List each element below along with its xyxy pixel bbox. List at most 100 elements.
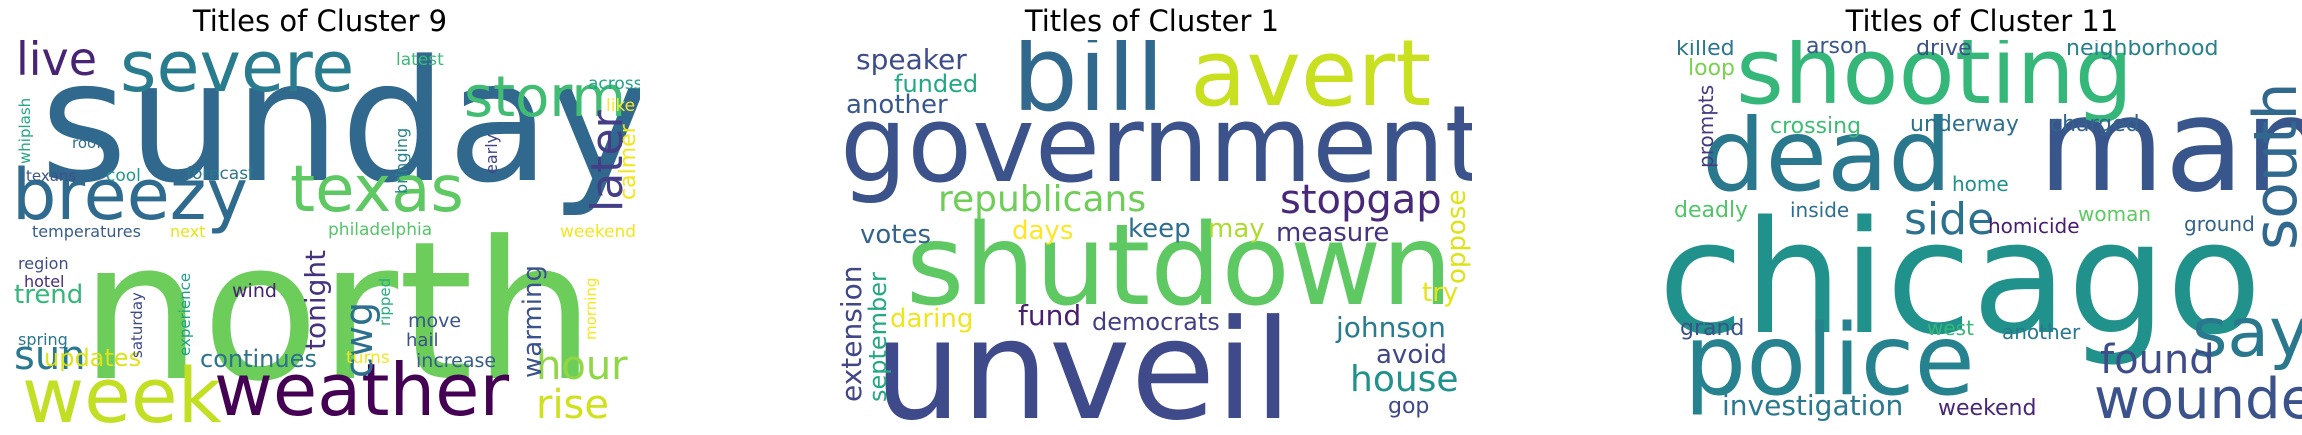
cloud-word: philadelphia [328, 220, 433, 240]
cloud-word: deadly [1674, 198, 1749, 223]
cloud-word: man [2038, 69, 2302, 221]
cloud-word: wind [232, 280, 277, 302]
cloud-word: region [18, 254, 69, 273]
cloud-word: votes [860, 220, 932, 250]
cloud-word: funded [894, 70, 979, 98]
cloud-word: killed [1676, 40, 1735, 61]
cloud-word: republicans [938, 179, 1147, 220]
cloud-word: another [2002, 320, 2081, 344]
cloud-word: texans [26, 167, 77, 185]
cloud-word: government [840, 83, 1472, 206]
cloud-word: ripped [376, 277, 394, 326]
cloud-word: bringing [392, 127, 411, 194]
panel-title: Titles of Cluster 11 [1845, 4, 2119, 38]
cloud-word: increase [416, 350, 497, 372]
cloud-word: home [1952, 172, 2009, 196]
cloud-word: warming [518, 265, 548, 378]
cloud-word: severe [120, 40, 355, 108]
cloud-word: hour [536, 343, 628, 389]
cloud-word: early [482, 133, 501, 174]
cloud-word: texas [290, 153, 464, 227]
cloud-word: measure [1276, 218, 1390, 248]
cloud-word: trend [14, 280, 84, 310]
cloud-word: sunday [40, 40, 640, 220]
cloud-word: avoid [1376, 340, 1447, 370]
cloud-word: days [1012, 216, 1074, 246]
cloud-word: avert [1190, 40, 1432, 127]
cloud-word: oppose [1442, 189, 1472, 284]
cloud-word: like [606, 96, 636, 116]
cloud-word: saturday [128, 292, 146, 358]
cloud-word: whiplash [16, 97, 34, 164]
cloud-word: next [170, 222, 206, 241]
cloud-word: extension [835, 265, 868, 403]
cloud-word: side [1904, 194, 1995, 245]
cloud-word: shooting [1736, 40, 2134, 125]
cloud-word: cool [106, 166, 141, 186]
cloud-word: neighborhood [2066, 40, 2219, 61]
cloud-word: charged [2050, 112, 2140, 137]
cloud-word: woman [2078, 202, 2152, 226]
cloud-word: unveil [874, 290, 1293, 435]
cloud-word: live [16, 40, 98, 86]
wordcloud-panel-cluster-1: Titles of Cluster 1 government shutdown … [832, 0, 1472, 435]
word-cloud: chicago man shooting dead police south s… [1662, 40, 2302, 435]
panel-title: Titles of Cluster 9 [192, 4, 448, 38]
cloud-word: breezy [12, 154, 248, 236]
cloud-word: police [1684, 304, 1975, 418]
cloud-word: forecast [186, 164, 255, 184]
cloud-word: rise [536, 382, 610, 428]
cloud-word: shutdown [906, 201, 1453, 331]
cloud-word: ground [2184, 212, 2255, 236]
cloud-word: found [2100, 337, 2215, 383]
cloud-word: underway [1910, 112, 2019, 137]
cloud-word: spring [18, 330, 68, 349]
cloud-word: bill [1012, 40, 1165, 135]
cloud-word: updates [44, 344, 142, 372]
cloud-word: latest [396, 50, 444, 70]
cloud-word: daring [890, 304, 974, 334]
cloud-word: sun [14, 333, 86, 379]
cloud-word: grand [1680, 316, 1745, 341]
cloud-word: turns [346, 348, 390, 368]
cloud-word: temperatures [32, 222, 141, 241]
cloud-word: stopgap [1280, 177, 1442, 223]
cloud-word: weekend [560, 222, 637, 242]
wordcloud-panel-cluster-9: Titles of Cluster 9 sunday north severe … [0, 0, 640, 435]
cloud-word: may [1208, 214, 1265, 244]
cloud-word: west [1927, 316, 1974, 340]
cloud-word: investigation [1722, 389, 1904, 422]
cloud-word: another [846, 90, 948, 120]
cloud-word: homicide [1988, 214, 2080, 238]
cloud-word: drive [1916, 40, 1972, 61]
cloud-word: keep [1128, 214, 1191, 244]
cloud-word: dead [1702, 97, 1952, 214]
cloud-word: hail [406, 330, 439, 351]
cloud-word: across [588, 74, 640, 94]
cloud-word: loop [1688, 56, 1735, 81]
cloud-word: fund [1018, 299, 1082, 332]
cloud-word: wounded [2094, 367, 2302, 432]
cloud-word: inside [1790, 198, 1850, 222]
cloud-word: hotel [24, 272, 65, 291]
cloud-word: north [80, 201, 596, 424]
cloud-word: chicago [1662, 187, 2262, 369]
cloud-word: crossing [1770, 114, 1862, 139]
cloud-word: say [2192, 294, 2302, 373]
cloud-word: johnson [1336, 311, 1446, 344]
cloud-word: prompts [1694, 84, 1718, 168]
cloud-word: move [408, 310, 462, 332]
cloud-word: storm [464, 65, 626, 130]
cloud-word: weather [214, 348, 510, 432]
cloud-word: speaker [856, 43, 967, 76]
cloud-word: morning [582, 277, 600, 340]
word-cloud: sunday north severe breezy texas storm l… [0, 40, 640, 435]
cloud-word: roof [72, 134, 102, 152]
word-cloud: government shutdown unveil bill avert re… [832, 40, 1472, 435]
cloud-word: september [864, 272, 892, 402]
cloud-word: democrats [1092, 308, 1220, 336]
cloud-word: try [1422, 278, 1459, 308]
cloud-word: continues [200, 345, 317, 373]
cloud-word: experience [176, 272, 194, 356]
panel-title: Titles of Cluster 1 [1024, 4, 1280, 38]
